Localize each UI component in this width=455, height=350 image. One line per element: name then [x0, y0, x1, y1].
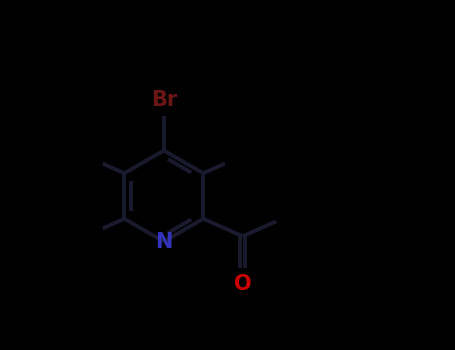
Text: O: O — [234, 274, 252, 294]
Text: Br: Br — [151, 90, 177, 110]
Text: N: N — [155, 231, 172, 252]
